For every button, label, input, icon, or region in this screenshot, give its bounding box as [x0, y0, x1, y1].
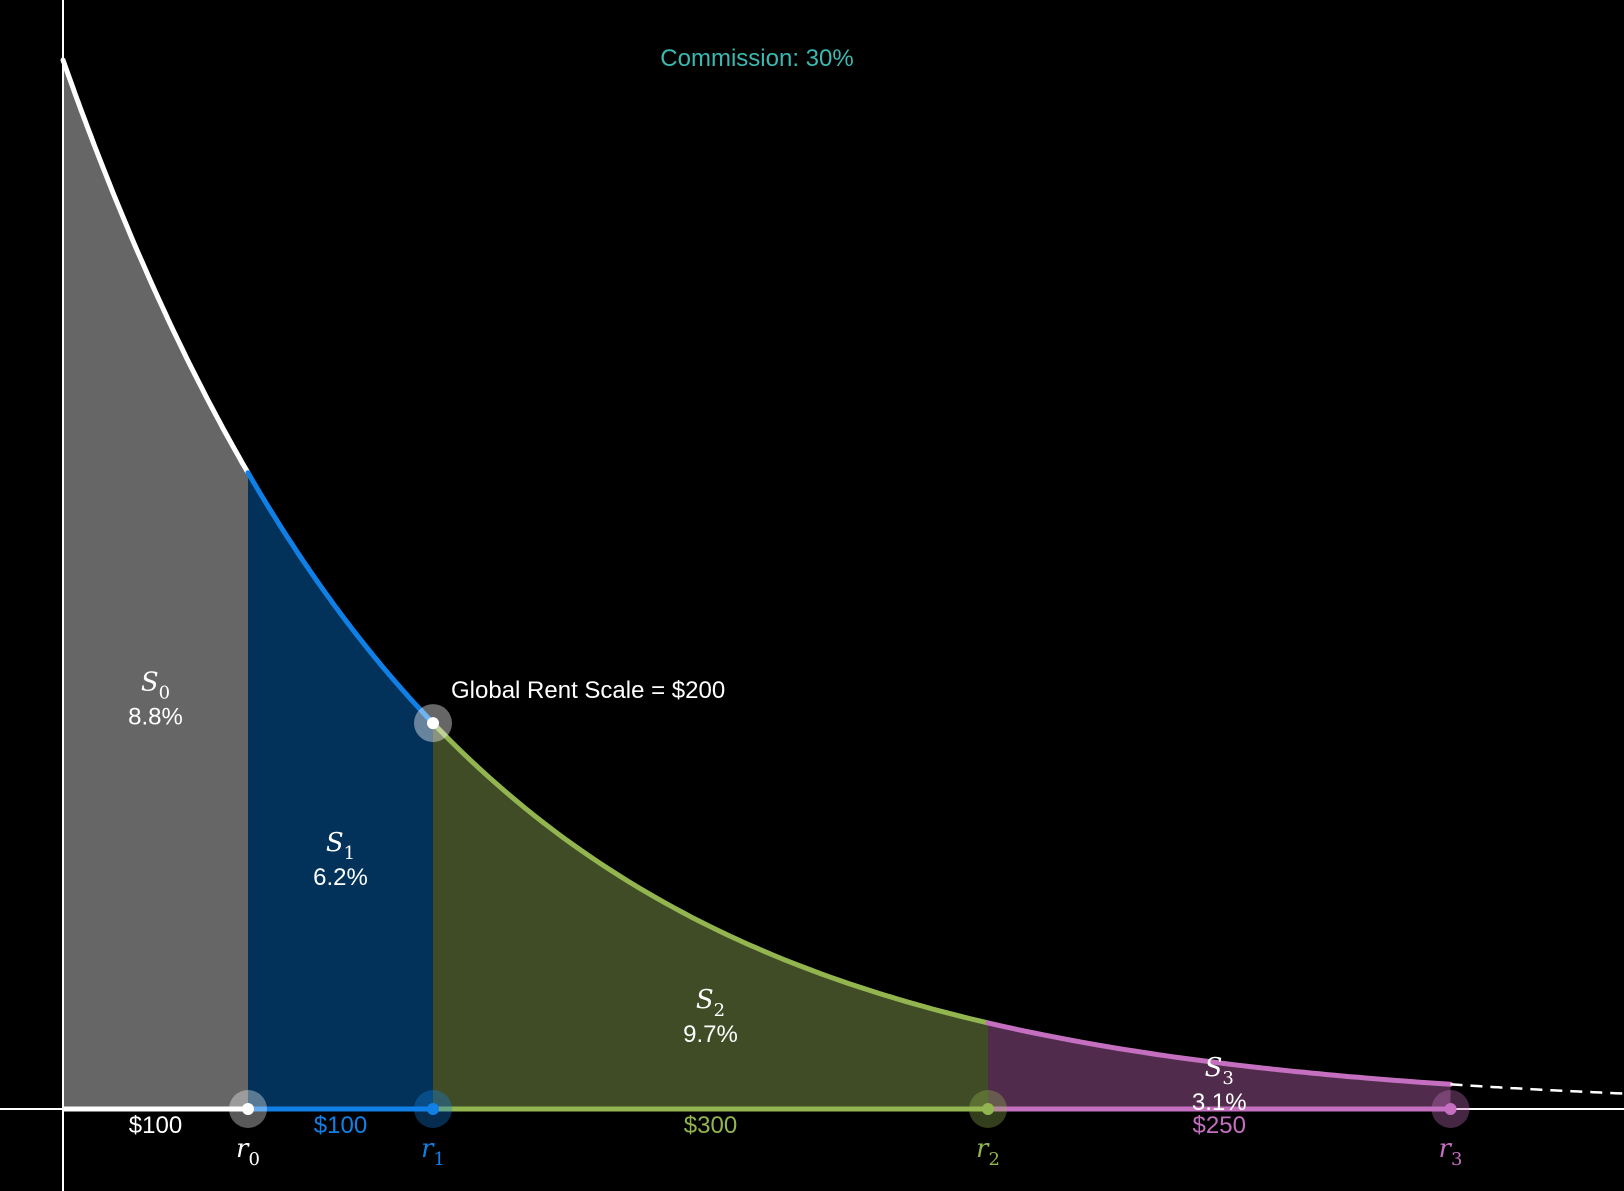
segment-curves [60, 57, 1624, 1095]
segment-share-label-1: 6.2% [313, 864, 368, 891]
segment-curve-3 [985, 1020, 1453, 1087]
segment-fills [63, 60, 1451, 1109]
boundary-point-2 [982, 1103, 994, 1115]
segment-fill-0 [63, 60, 248, 1109]
rent-scale-label: Global Rent Scale = $200 [451, 677, 725, 704]
segment-share-label-0: 8.8% [128, 704, 183, 731]
curve-tail-dashed [1450, 1083, 1624, 1095]
segment-curve-1 [245, 470, 436, 726]
segment-width-label-3: $250 [1193, 1112, 1246, 1139]
segment-width-label-1: $100 [314, 1112, 367, 1139]
rent-scale-point [427, 717, 439, 730]
segment-share-label-3: 3.1% [1192, 1089, 1247, 1116]
segment-curve-0 [60, 57, 251, 476]
boundary-point-0 [242, 1103, 254, 1115]
segment-fill-2 [433, 723, 988, 1109]
commission-label: Commission: 30% [660, 45, 853, 72]
segment-share-label-2: 9.7% [683, 1021, 738, 1048]
segment-fill-1 [248, 472, 433, 1109]
boundary-point-1 [427, 1103, 439, 1115]
segment-curve-2 [430, 720, 991, 1026]
segment-width-label-0: $100 [129, 1112, 182, 1139]
segment-fill-3 [988, 1022, 1451, 1109]
boundary-points [229, 704, 1470, 1128]
boundary-point-3 [1444, 1103, 1457, 1115]
segment-labels: S08.8%$100r0S16.2%$100r1S29.7%$300r2S33.… [128, 668, 1462, 1170]
segment-width-label-2: $300 [684, 1112, 737, 1139]
